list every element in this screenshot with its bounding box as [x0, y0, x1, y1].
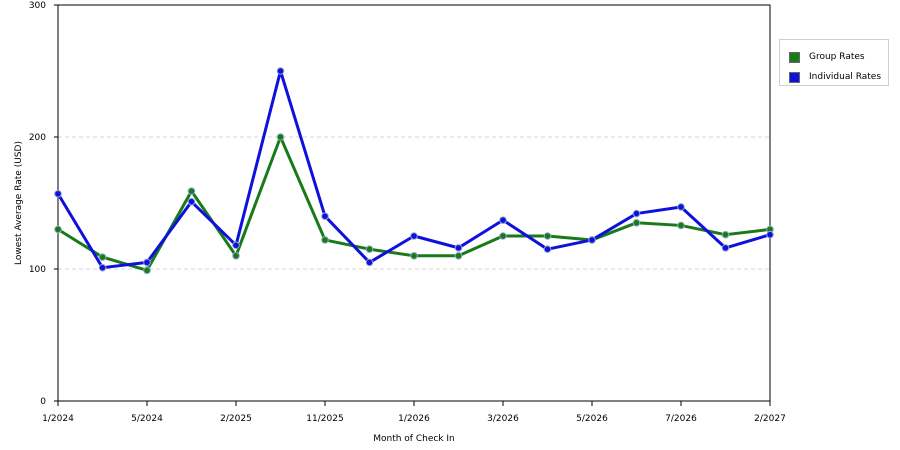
- data-point-group-rates-1: [98, 253, 107, 261]
- y-tick-label-200: 200: [29, 133, 46, 143]
- data-point-individual-rates-12: [588, 236, 596, 244]
- x-tick-label-0: 1/2024: [42, 414, 74, 424]
- data-point-individual-rates-5: [276, 67, 285, 75]
- data-point-individual-rates-6: [321, 212, 329, 220]
- data-point-individual-rates-13: [632, 209, 641, 218]
- legend-label-individual-rates: Individual Rates: [809, 72, 882, 82]
- data-point-individual-rates-7: [365, 258, 374, 267]
- data-point-group-rates-4: [232, 252, 240, 260]
- data-point-individual-rates-4: [232, 241, 240, 250]
- data-point-individual-rates-10: [499, 216, 507, 224]
- data-point-individual-rates-8: [410, 232, 418, 240]
- data-point-individual-rates-9: [454, 244, 463, 252]
- data-point-group-rates-5: [276, 133, 285, 141]
- data-point-group-rates-14: [677, 221, 685, 230]
- y-tick-label-300: 300: [29, 1, 46, 11]
- x-tick-label-4: 1/2026: [398, 414, 430, 424]
- chart-legend: Group Rates Individual Rates: [779, 39, 889, 86]
- data-point-group-rates-15: [721, 230, 730, 239]
- x-tick-label-2: 2/2025: [220, 414, 252, 424]
- plot-frame: [57, 4, 771, 402]
- y-tick-label-0: 0: [40, 397, 46, 407]
- data-point-group-rates-7: [365, 245, 374, 253]
- data-point-individual-rates-16: [766, 230, 774, 239]
- data-point-group-rates-2: [143, 266, 151, 275]
- x-tick-label-7: 7/2026: [665, 414, 697, 424]
- data-point-individual-rates-14: [677, 203, 685, 211]
- x-tick-label-6: 5/2026: [576, 414, 608, 424]
- data-point-individual-rates-15: [721, 244, 730, 252]
- data-point-group-rates-8: [410, 252, 418, 260]
- legend-item-group-rates: Group Rates: [780, 47, 888, 67]
- data-point-group-rates-0: [54, 225, 62, 234]
- data-point-group-rates-10: [499, 232, 507, 240]
- legend-label-group-rates: Group Rates: [809, 52, 865, 62]
- x-axis-title: Month of Check In: [373, 434, 455, 444]
- x-tick-label-8: 2/2027: [754, 414, 786, 424]
- legend-swatch-group-rates: [789, 51, 800, 63]
- y-axis-title: Lowest Average Rate (USD): [14, 141, 24, 265]
- data-point-individual-rates-0: [54, 189, 62, 198]
- legend-item-individual-rates: Individual Rates: [780, 67, 888, 87]
- data-point-group-rates-3: [187, 187, 196, 195]
- data-point-individual-rates-1: [98, 263, 107, 272]
- legend-swatch-individual-rates: [789, 71, 800, 83]
- y-tick-label-100: 100: [29, 265, 46, 275]
- data-point-individual-rates-11: [543, 245, 552, 253]
- x-tick-label-1: 5/2024: [131, 414, 163, 424]
- x-tick-label-5: 3/2026: [487, 414, 519, 424]
- data-point-group-rates-9: [454, 252, 463, 260]
- x-tick-label-3: 11/2025: [306, 414, 343, 424]
- data-point-individual-rates-2: [143, 258, 151, 267]
- data-point-group-rates-11: [543, 232, 552, 240]
- data-point-individual-rates-3: [187, 197, 196, 206]
- data-point-group-rates-13: [632, 219, 641, 227]
- data-point-group-rates-6: [321, 236, 329, 244]
- series-line-group-rates: [56, 135, 772, 272]
